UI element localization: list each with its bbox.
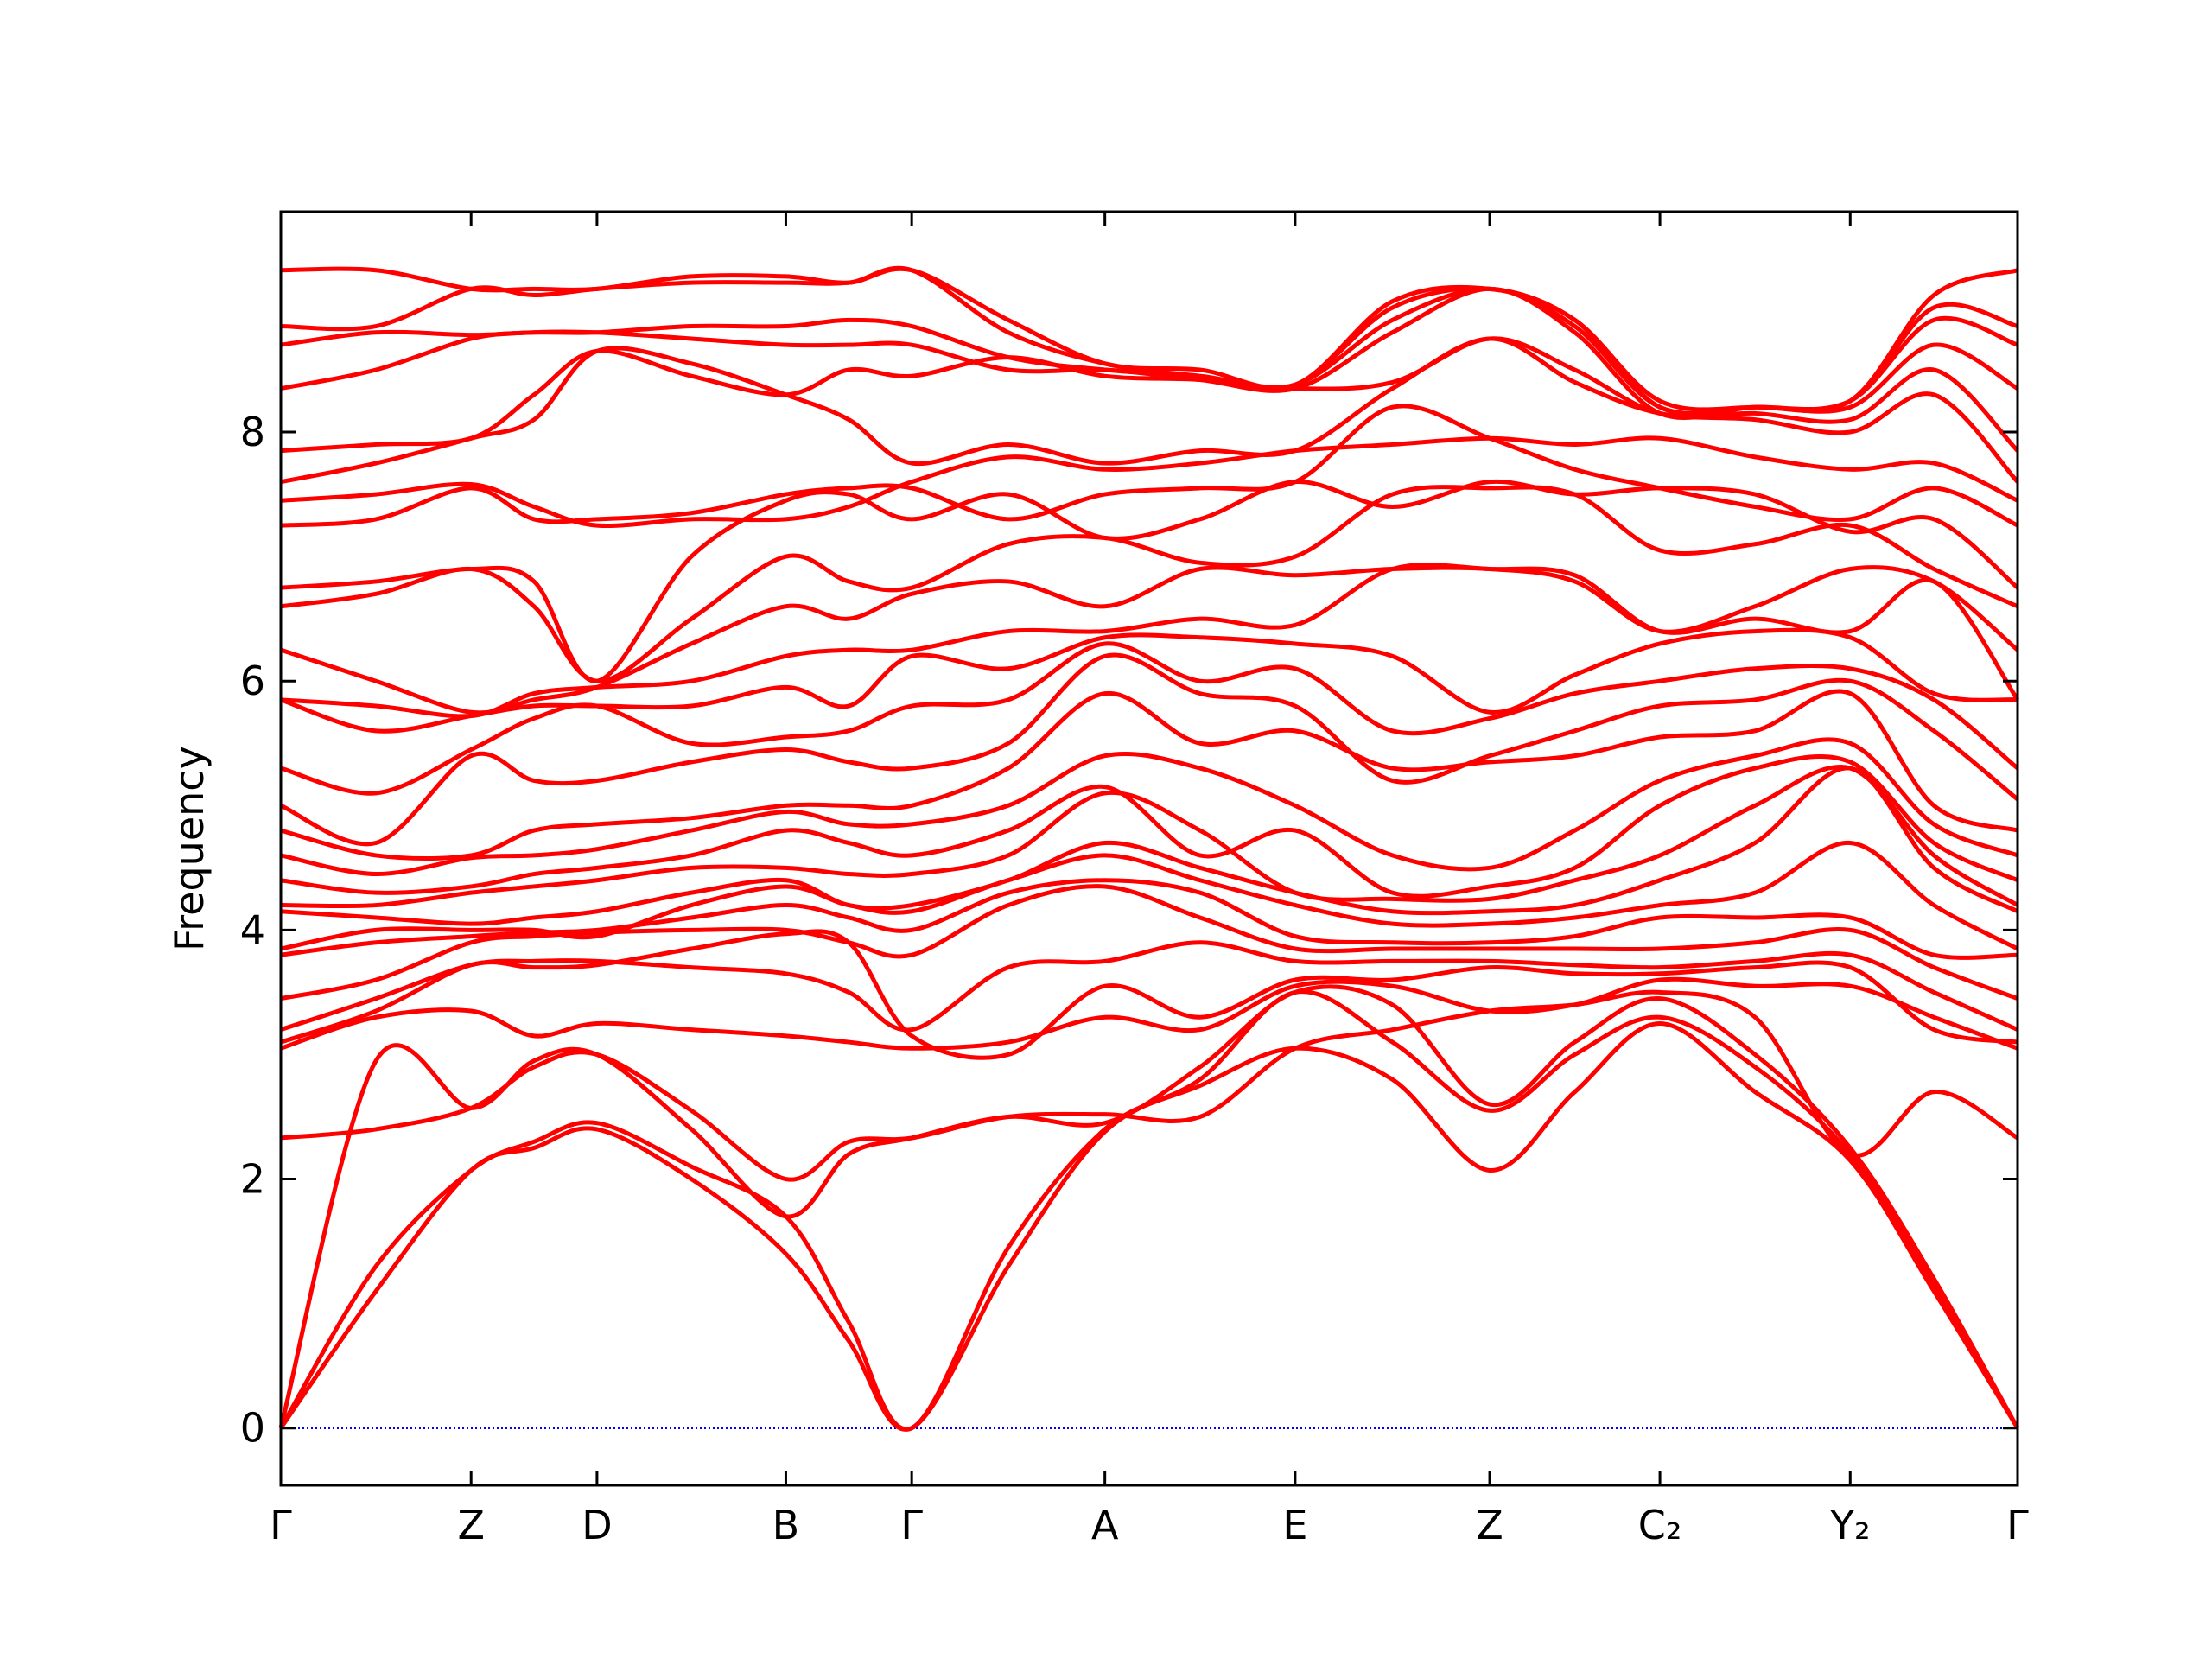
band-line xyxy=(280,754,2019,899)
band-line xyxy=(278,1020,2020,1432)
band-line xyxy=(280,479,2019,683)
y-tick-label: 8 xyxy=(240,409,265,455)
y-tick-label: 6 xyxy=(240,658,265,704)
band-line xyxy=(280,562,2020,719)
x-tick-label: Γ xyxy=(900,1502,923,1548)
x-tick-label: Γ xyxy=(2006,1502,2029,1548)
y-tick-label: 0 xyxy=(240,1405,265,1452)
band-line xyxy=(278,989,2020,1432)
band-line xyxy=(280,485,2019,683)
y-tick-label: 2 xyxy=(240,1156,265,1203)
x-tick-label: Y₂ xyxy=(1829,1502,1871,1548)
band-line xyxy=(280,765,2019,909)
band-line xyxy=(280,336,2019,485)
x-tick-label: Z xyxy=(1476,1502,1503,1548)
band-line xyxy=(279,652,2019,847)
band-line xyxy=(280,929,2018,1060)
band-line xyxy=(280,286,2018,416)
band-line xyxy=(280,689,2018,861)
x-tick-label: D xyxy=(582,1502,612,1548)
band-line xyxy=(280,435,2019,528)
band-line xyxy=(280,884,2018,1001)
x-tick-label: B xyxy=(772,1502,800,1548)
band-line xyxy=(280,878,2018,960)
band-line xyxy=(280,989,2019,1182)
band-line xyxy=(280,336,2019,454)
band-line xyxy=(280,766,2019,926)
band-line xyxy=(280,841,2019,951)
y-axis-label: Frequency xyxy=(166,746,213,951)
x-tick-label: C₂ xyxy=(1638,1502,1682,1548)
band-line xyxy=(280,976,2018,1051)
x-tick-label: A xyxy=(1091,1502,1119,1548)
x-tick-label: E xyxy=(1282,1502,1307,1548)
band-line xyxy=(280,286,2019,421)
y-tick-label: 4 xyxy=(240,906,265,953)
band-line xyxy=(280,940,2019,1033)
band-line xyxy=(280,266,2018,416)
band-line xyxy=(280,404,2019,528)
plot-frame xyxy=(279,210,2019,1487)
band-line xyxy=(280,737,2018,877)
band-line xyxy=(278,984,2020,1429)
band-line xyxy=(280,641,2019,796)
band-line xyxy=(280,627,2018,734)
band-line xyxy=(280,565,2019,715)
x-tick-label: Γ xyxy=(270,1502,292,1548)
x-tick-label: Z xyxy=(457,1502,485,1548)
